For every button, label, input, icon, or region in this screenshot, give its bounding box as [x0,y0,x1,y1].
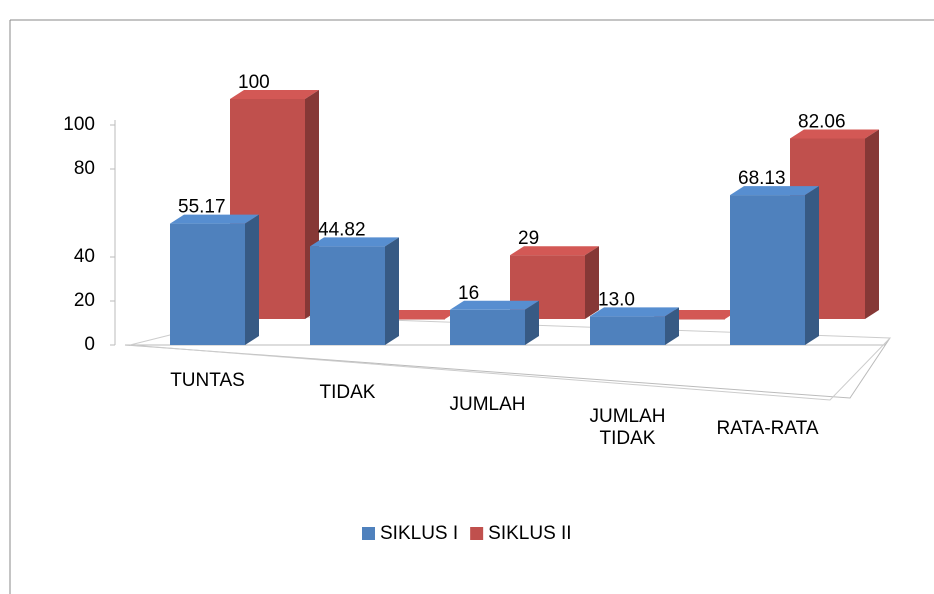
bar-side [525,300,539,345]
bar-top [510,246,599,256]
bar [510,246,599,319]
bar-top [310,237,399,247]
bar-top [730,186,819,196]
y-tick-label: 20 [74,290,95,311]
y-tick-label: 40 [74,246,95,267]
bar-side [245,214,259,345]
bar [450,300,539,345]
data-label: 16 [458,283,479,304]
bar [590,307,679,345]
x-tick-label: JUMLAH TIDAK [589,406,666,449]
bar-side [385,237,399,345]
bar-top [590,307,679,317]
bar-side [805,186,819,345]
y-tick-label: 100 [63,114,95,135]
bar-top [790,129,879,139]
bar-front [590,316,665,345]
data-label: 100 [238,72,270,93]
data-label: 82.06 [798,111,846,132]
x-tick-label: TUNTAS [170,370,245,391]
y-tick-label: 0 [84,334,95,355]
data-label: 29 [518,228,539,249]
bar-side [665,307,679,345]
bar-front [310,246,385,345]
bar-front [650,319,725,320]
data-label: 55.17 [178,197,226,218]
legend-label: SIKLUS II [488,523,571,544]
bar-top [170,214,259,224]
bar [730,186,819,345]
bar [310,237,399,345]
bar-side [865,129,879,319]
bar [170,214,259,345]
bar-side [585,246,599,319]
bar-front [170,223,245,345]
bar-front [370,319,445,320]
x-tick-label: JUMLAH [449,394,526,415]
bar-top [230,90,319,99]
bar-top [450,300,539,310]
data-label: 68.13 [738,168,786,189]
data-label: 13.0 [598,289,635,310]
legend-swatch [362,527,375,540]
x-tick-label: RATA-RATA [716,418,819,439]
legend-swatch [470,527,484,540]
x-tick-label: TIDAK [319,382,376,403]
legend-label: SIKLUS I [380,523,458,544]
bar-front [730,195,805,345]
data-label: 44.82 [318,219,366,240]
bar-front [450,309,525,345]
y-tick-label: 80 [74,158,95,179]
bar [230,90,319,319]
